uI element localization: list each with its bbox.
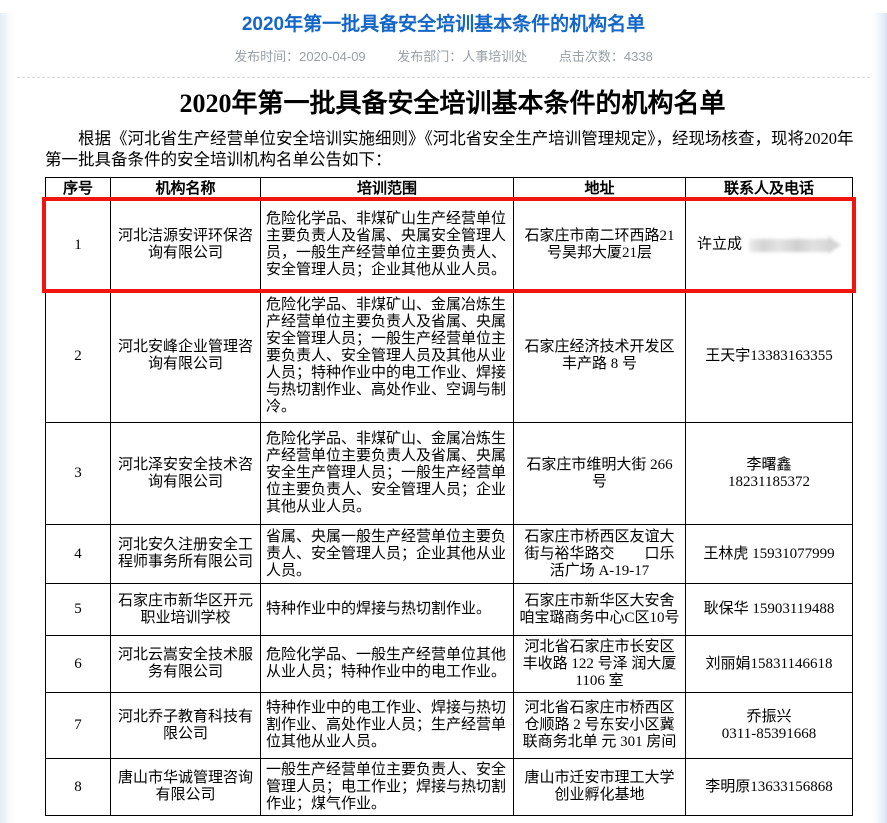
cell-address: 石家庄经济技术开发区丰产路 8 号: [513, 289, 686, 423]
meta-department: 发布部门：人事培训处: [397, 49, 528, 64]
cell-serial-no: 5: [45, 583, 111, 636]
table-container: 序号 机构名称 培训范围 地址 联系人及电话 1 河北洁源安评环保咨询有限公司 …: [42, 177, 860, 816]
table-row: 1 河北洁源安评环保咨询有限公司 危险化学品、非煤矿山生产经营单位主要负责人及省…: [45, 200, 853, 290]
org-table: 序号 机构名称 培训范围 地址 联系人及电话 1 河北洁源安评环保咨询有限公司 …: [45, 177, 853, 816]
cell-contact: 王天宇13383163355: [685, 289, 853, 423]
col-header-contact: 联系人及电话: [685, 177, 853, 201]
redaction-arrow-tip: [828, 236, 841, 254]
cell-training-scope: 一般生产经营单位主要负责人、安全管理人员；电工作业；焊接与热切割作业；煤气作业。: [260, 758, 514, 816]
cell-training-scope: 危险化学品、非煤矿山生产经营单位主要负责人及省属、央属安全管理人员，一般生产经营…: [260, 200, 514, 290]
dashed-divider: [12, 77, 875, 78]
cell-address: 石家庄市维明大街 266 号: [513, 422, 686, 525]
document-heading: 2020年第一批具备安全培训基本条件的机构名单: [179, 89, 726, 118]
cell-contact: 李明原13633156868: [685, 758, 853, 816]
cell-contact: 王林虎 15931077999: [685, 524, 853, 584]
cell-org-name: 河北安峰企业管理咨询有限公司: [110, 289, 261, 423]
cell-org-name: 河北云嵩安全技术服务有限公司: [110, 635, 261, 693]
cell-serial-no: 2: [45, 289, 111, 423]
cell-contact: 刘丽娟15831146618: [685, 635, 853, 693]
cell-contact: 李曙鑫 18231185372: [685, 422, 853, 525]
document-body: 2020年第一批具备安全培训基本条件的机构名单 根据《河北省生产经营单位安全培训…: [42, 88, 860, 816]
cell-serial-no: 6: [45, 635, 111, 693]
redacted-phone: [749, 236, 841, 254]
col-header-training-scope: 培训范围: [260, 177, 514, 201]
cell-training-scope: 特种作业中的电工作业、焊接与热切割作业、高处作业人员；生产经营单位其他从业人员。: [260, 692, 514, 759]
table-row: 3 河北泽安安全技术咨询有限公司 危险化学品、非煤矿山、金属冶炼生产经营单位主要…: [45, 422, 853, 525]
cell-contact: 乔振兴 0311-85391668: [685, 692, 853, 759]
table-header-row: 序号 机构名称 培训范围 地址 联系人及电话: [45, 177, 853, 201]
table-row: 8 唐山市华诚管理咨询有限公司 一般生产经营单位主要负责人、安全管理人员；电工作…: [45, 758, 853, 816]
meta-publish-date: 发布时间：2020-04-09: [234, 49, 366, 64]
cell-org-name: 河北乔子教育科技有限公司: [110, 692, 261, 759]
table-row: 2 河北安峰企业管理咨询有限公司 危险化学品、非煤矿山、金属冶炼生产经营单位主要…: [45, 289, 853, 423]
cell-org-name: 河北泽安安全技术咨询有限公司: [110, 422, 261, 525]
cell-address: 石家庄市南二环西路21号昊邦大厦21层: [513, 200, 686, 290]
redaction-bar: [749, 238, 829, 252]
table-row: 4 河北安久注册安全工程师事务所有限公司 省属、央属一般生产经营单位主要负责人、…: [45, 524, 853, 584]
cell-address: 石家庄市桥西区友谊大街与裕华路交 口乐活广场 A-19-17: [513, 524, 686, 584]
page-content: 2020年第一批具备安全培训基本条件的机构名单 发布时间：2020-04-09 …: [0, 13, 887, 816]
cell-address: 河北省石家庄市桥西区仓顺路 2 号东安小区冀联商务北单 元 301 房间: [513, 692, 686, 759]
cell-training-scope: 特种作业中的焊接与热切割作业。: [260, 583, 514, 636]
col-header-address: 地址: [513, 177, 686, 201]
article-meta: 发布时间：2020-04-09 发布部门：人事培训处 点击次数：4338: [0, 46, 887, 65]
cell-training-scope: 危险化学品、一般生产经营单位其他从业人员；特种作业中的电工作业。: [260, 635, 514, 693]
cell-training-scope: 省属、央属一般生产经营单位主要负责人、安全管理人员；企业其他从业人员。: [260, 524, 514, 584]
intro-paragraph: 根据《河北省生产经营单位安全培训实施细则》《河北省安全生产培训管理规定》，经现场…: [45, 129, 854, 169]
cell-serial-no: 3: [45, 422, 111, 525]
cell-org-name: 河北洁源安评环保咨询有限公司: [110, 200, 261, 290]
cell-address: 唐山市迁安市理工大学创业孵化基地: [513, 758, 686, 816]
cell-training-scope: 危险化学品、非煤矿山、金属冶炼生产经营单位主要负责人及省属、央属安全管理人员；一…: [260, 289, 514, 423]
cell-org-name: 唐山市华诚管理咨询有限公司: [110, 758, 261, 816]
cell-address: 石家庄市新华区大安舍咱宝璐商务中心C区10号: [513, 583, 686, 636]
cell-org-name: 河北安久注册安全工程师事务所有限公司: [110, 524, 261, 584]
cell-contact: 耿保华 15903119488: [685, 583, 853, 636]
cell-training-scope: 危险化学品、非煤矿山、金属冶炼生产经营单位主要负责人及省属、央属安全生产管理人员…: [260, 422, 514, 525]
col-header-serial-no: 序号: [45, 177, 111, 201]
col-header-org-name: 机构名称: [110, 177, 261, 201]
cell-org-name: 石家庄市新华区开元职业培训学校: [110, 583, 261, 636]
cell-serial-no: 8: [45, 758, 111, 816]
cell-contact: 许立成: [685, 200, 853, 290]
cell-serial-no: 4: [45, 524, 111, 584]
table-row: 5 石家庄市新华区开元职业培训学校 特种作业中的焊接与热切割作业。 石家庄市新华…: [45, 583, 853, 636]
meta-click-count: 点击次数：4338: [558, 49, 653, 64]
cell-serial-no: 1: [45, 200, 111, 290]
table-row: 7 河北乔子教育科技有限公司 特种作业中的电工作业、焊接与热切割作业、高处作业人…: [45, 692, 853, 759]
cell-serial-no: 7: [45, 692, 111, 759]
cell-address: 河北省石家庄市长安区丰收路 122 号泽 润大厦 1106 室: [513, 635, 686, 693]
table-row: 6 河北云嵩安全技术服务有限公司 危险化学品、一般生产经营单位其他从业人员；特种…: [45, 635, 853, 693]
page-title: 2020年第一批具备安全培训基本条件的机构名单: [241, 14, 646, 35]
